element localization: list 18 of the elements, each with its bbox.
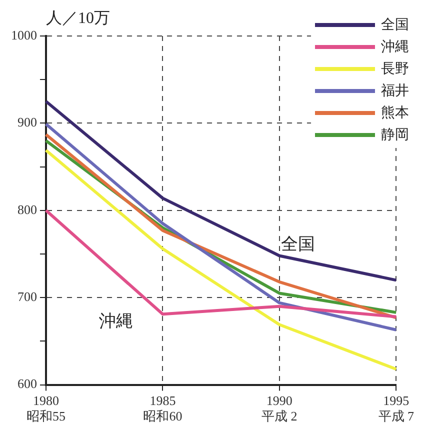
x-tick-label: 1980 昭和55 [26, 393, 66, 424]
x-tick-label: 1990 平成 2 [262, 393, 298, 424]
annotation: 沖縄 [99, 311, 134, 330]
y-tick-label: 900 [18, 114, 37, 130]
legend-label: 静岡 [381, 126, 409, 144]
legend-label: 沖縄 [381, 38, 409, 56]
legend-label: 福井 [381, 82, 409, 100]
y-tick-label: 800 [18, 202, 37, 217]
y-axis-title: 人／10万 [46, 9, 110, 29]
y-tick-label: 1000 [11, 27, 37, 42]
x-tick-label: 1985 昭和60 [143, 393, 182, 424]
legend-label: 全国 [381, 16, 409, 34]
x-tick-label: 1995 平成 7 [378, 393, 414, 424]
annotation: 全国 [281, 234, 316, 254]
legend-label: 熊本 [381, 104, 409, 122]
legend-label: 長野 [381, 61, 409, 78]
y-tick-label: 700 [18, 289, 37, 304]
y-tick-label: 600 [18, 376, 37, 392]
